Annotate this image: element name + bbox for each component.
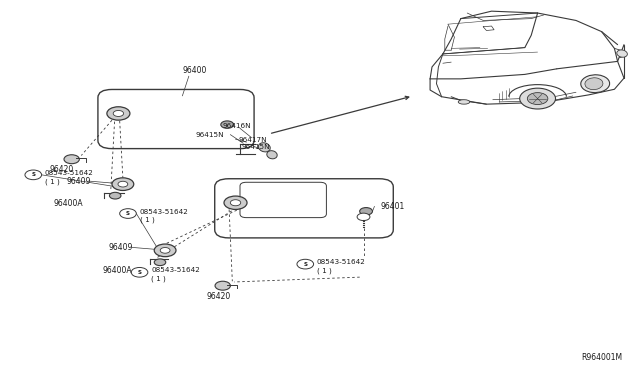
Ellipse shape (259, 143, 270, 152)
Circle shape (120, 209, 136, 218)
Text: 08543-51642: 08543-51642 (151, 267, 200, 273)
Text: 96400A: 96400A (102, 266, 132, 275)
Ellipse shape (585, 78, 603, 90)
Text: ( 1 ): ( 1 ) (140, 217, 154, 224)
Circle shape (224, 196, 247, 209)
Text: 96420: 96420 (207, 292, 231, 301)
Text: 96420: 96420 (49, 165, 74, 174)
Circle shape (25, 170, 42, 180)
Circle shape (64, 155, 79, 164)
Text: 96417N: 96417N (239, 137, 268, 142)
Text: R964001M: R964001M (581, 353, 622, 362)
Circle shape (131, 267, 148, 277)
Circle shape (215, 281, 230, 290)
Ellipse shape (267, 151, 277, 159)
Text: 96400A: 96400A (53, 199, 83, 208)
Text: 96415N: 96415N (195, 132, 224, 138)
Circle shape (118, 181, 128, 187)
Circle shape (113, 110, 124, 116)
Circle shape (154, 259, 166, 266)
Text: 08543-51642: 08543-51642 (140, 209, 188, 215)
Circle shape (360, 208, 372, 215)
Circle shape (520, 88, 556, 109)
Circle shape (527, 93, 548, 105)
Circle shape (160, 247, 170, 253)
Circle shape (230, 200, 241, 206)
Text: ( 1 ): ( 1 ) (317, 267, 332, 274)
Ellipse shape (580, 75, 610, 93)
Text: S: S (126, 211, 130, 216)
Text: 96415N: 96415N (242, 144, 271, 150)
Circle shape (112, 178, 134, 190)
FancyBboxPatch shape (98, 89, 254, 149)
FancyBboxPatch shape (214, 179, 393, 238)
Text: 96409: 96409 (67, 177, 91, 186)
Text: 96416N: 96416N (222, 124, 251, 129)
Text: ( 1 ): ( 1 ) (151, 276, 166, 282)
Text: S: S (138, 270, 141, 275)
FancyBboxPatch shape (240, 182, 326, 218)
Text: S: S (31, 172, 35, 177)
Text: 96401: 96401 (381, 202, 405, 211)
Text: 08543-51642: 08543-51642 (45, 170, 93, 176)
Circle shape (109, 192, 121, 199)
Text: ( 1 ): ( 1 ) (45, 178, 60, 185)
Circle shape (357, 213, 370, 221)
Circle shape (107, 107, 130, 120)
Text: S: S (303, 262, 307, 267)
Text: 96400: 96400 (182, 66, 207, 75)
Circle shape (297, 259, 314, 269)
Circle shape (154, 244, 176, 257)
Text: 08543-51642: 08543-51642 (317, 259, 365, 265)
Circle shape (221, 121, 234, 128)
Ellipse shape (617, 50, 627, 57)
Ellipse shape (458, 100, 470, 104)
Text: 96409: 96409 (109, 243, 133, 252)
